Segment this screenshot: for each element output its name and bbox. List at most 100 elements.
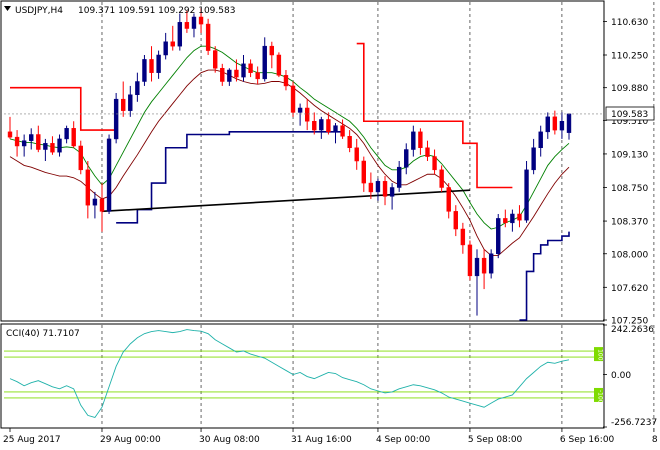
- candle-body: [149, 59, 154, 73]
- candle-body: [304, 107, 310, 122]
- candle-body: [382, 181, 388, 197]
- candle-body: [177, 22, 183, 47]
- candle-body: [36, 134, 41, 150]
- candle-body: [234, 69, 239, 78]
- candle-body: [43, 143, 48, 150]
- price-tick-label: 109.510: [611, 117, 648, 127]
- cci-level-label: 100: [597, 349, 604, 361]
- candle-body: [156, 54, 161, 73]
- candle-body: [213, 50, 218, 69]
- candle-body: [531, 147, 536, 171]
- candle-body: [481, 257, 487, 274]
- candle-body: [467, 244, 473, 277]
- candle-body: [170, 41, 175, 47]
- candle-body: [198, 16, 204, 25]
- cci-axis: 242.2636 0.00 -256.7237: [603, 324, 657, 428]
- candle-body: [418, 131, 423, 149]
- stop-lower-line: [116, 131, 570, 321]
- time-tick-label: 6 Sep 16:00: [560, 435, 615, 445]
- candle-body: [71, 128, 76, 147]
- price-tick-label: 108.000: [611, 250, 648, 260]
- symbol-timeframe: USDJPY,H4: [15, 6, 63, 16]
- candle-body: [340, 125, 345, 137]
- candle-body: [368, 182, 374, 193]
- candle-body: [227, 69, 232, 82]
- cci-tick-label: 0.00: [611, 371, 631, 381]
- candle-body: [276, 54, 282, 76]
- price-tick-label: 109.880: [611, 84, 648, 94]
- candle-body: [361, 160, 366, 184]
- candle-body: [7, 131, 13, 138]
- candle-body: [283, 75, 289, 87]
- candle-body: [163, 41, 168, 56]
- candle-body: [566, 113, 572, 133]
- cci-level-label: -100: [597, 390, 604, 404]
- candle-body: [453, 211, 458, 230]
- current-price-tag: 109.583: [605, 106, 655, 121]
- candle-body: [559, 121, 565, 131]
- cci-layer: 100 -100: [4, 329, 604, 418]
- time-tick-label: 4 Sep 00:00: [376, 435, 431, 445]
- candle-body: [354, 147, 359, 162]
- candle-body: [375, 181, 381, 193]
- candle-body: [135, 81, 140, 95]
- candle-body: [538, 131, 543, 149]
- candle-body: [474, 257, 480, 277]
- candle-body: [552, 116, 558, 131]
- candle-body: [269, 45, 275, 56]
- candle-body: [220, 68, 225, 82]
- current-price-label: 109.583: [611, 110, 648, 120]
- candle-body: [248, 63, 253, 73]
- candle-body: [411, 131, 416, 150]
- candle-body: [312, 121, 317, 131]
- candles-layer: [4, 8, 603, 316]
- time-tick-label: 8 Sep 00:00: [652, 435, 660, 445]
- cci-level-tag: [594, 347, 603, 362]
- candle-body: [517, 213, 522, 221]
- candle-body: [446, 187, 451, 212]
- candle-body: [29, 134, 34, 141]
- candle-body: [184, 22, 190, 29]
- candle-body: [85, 169, 91, 206]
- main-pane-frame: [0, 0, 605, 322]
- candle-body: [488, 253, 494, 274]
- cci-pane-frame: [0, 323, 605, 429]
- cci-tick-label: -256.7237: [611, 418, 657, 428]
- time-tick-label: 31 Aug 16:00: [291, 435, 352, 445]
- ema-fast-line: [9, 45, 570, 230]
- candle-body: [432, 156, 437, 171]
- time-tick-label: 29 Aug 00:00: [100, 435, 161, 445]
- candle-body: [326, 119, 331, 133]
- price-tick-label: 108.750: [611, 184, 648, 194]
- candle-body: [396, 166, 402, 188]
- price-tick-label: 110.630: [611, 18, 648, 28]
- candle-body: [297, 107, 303, 113]
- price-tick-label: 107.250: [611, 317, 648, 327]
- candle-body: [333, 125, 338, 133]
- candle-body: [262, 45, 267, 80]
- candle-body: [404, 149, 409, 168]
- cci-tick-label: 242.2636: [611, 325, 654, 335]
- price-tick-label: 109.130: [611, 150, 648, 160]
- trendline: [101, 189, 470, 213]
- candle-body: [439, 169, 444, 188]
- candle-body: [347, 136, 352, 148]
- candle-body: [545, 116, 550, 133]
- dropdown-triangle-icon[interactable]: [4, 6, 11, 11]
- cci-level-tag: [594, 387, 603, 402]
- candle-body: [21, 140, 27, 147]
- candle-body: [241, 63, 246, 78]
- candle-body: [57, 138, 62, 153]
- ema-slow-line: [9, 69, 570, 256]
- candle-body: [503, 218, 508, 224]
- price-tick-label: 108.370: [611, 218, 648, 228]
- candle-body: [64, 128, 69, 140]
- candle-body: [128, 94, 133, 111]
- candle-body: [50, 143, 55, 153]
- candle-body: [205, 23, 211, 51]
- candle-body: [78, 145, 83, 171]
- main-series-layer: [9, 42, 570, 321]
- candle-body: [255, 72, 260, 80]
